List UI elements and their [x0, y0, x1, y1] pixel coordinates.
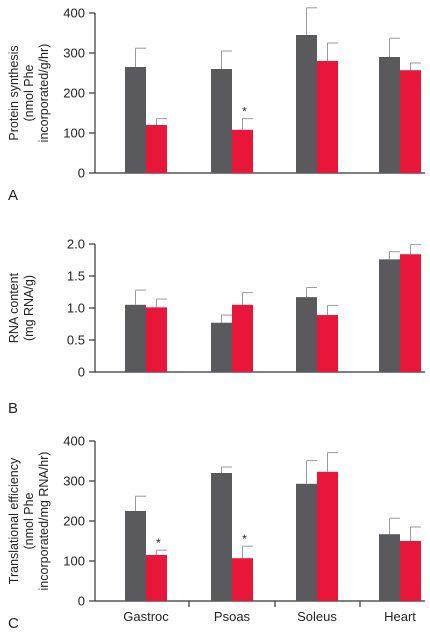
chart-panel-B: 0 0.5 1.0 1.5 2.0 RNA content (mg RNA/g) B	[7, 237, 425, 417]
bar-heart-s1	[379, 534, 400, 601]
significance-marker: *	[242, 532, 247, 546]
chart-panel-C: 0 100 200 300 400 Translational efficiency (nm…	[7, 434, 425, 632]
bar-gastroc-s2	[146, 555, 167, 601]
y-axis-label: RNA content	[7, 272, 21, 343]
y-tick-label: 1.5	[67, 269, 85, 284]
bar-psoas-s2	[232, 129, 253, 173]
y-tick-label: 100	[63, 126, 85, 141]
y-axis-label: (nmol Phe	[22, 492, 36, 549]
bar-psoas-s2	[232, 558, 253, 601]
panel-label: B	[8, 400, 18, 417]
bar-gastroc-s2	[146, 307, 167, 372]
bar-heart-s1	[379, 259, 400, 372]
bar-soleus-s2	[317, 471, 338, 601]
y-tick-label: 0	[78, 594, 85, 609]
x-tick-label: Soleus	[297, 609, 337, 624]
significance-marker: *	[156, 536, 161, 550]
bar-heart-s2	[400, 254, 421, 372]
y-tick-label: 0	[78, 365, 85, 380]
bar-heart-s2	[400, 70, 421, 173]
y-axis-label: incorporated/mg RNA/hr)	[37, 452, 51, 591]
bar-soleus-s2	[317, 315, 338, 372]
panel-label: C	[8, 615, 19, 632]
x-tick-label: Gastroc	[123, 609, 169, 624]
bar-soleus-s1	[296, 35, 317, 173]
y-axis-label: Protein synthesis	[7, 45, 21, 140]
bar-heart-s2	[400, 541, 421, 601]
bar-gastroc-s2	[146, 125, 167, 173]
bar-psoas-s1	[211, 322, 232, 372]
panel-label: A	[8, 187, 18, 204]
y-tick-label: 0.5	[67, 333, 85, 348]
bar-psoas-s2	[232, 304, 253, 372]
bar-soleus-s1	[296, 297, 317, 372]
y-tick-label: 100	[63, 554, 85, 569]
y-axis-label: Translational efficiency	[7, 457, 21, 584]
x-tick-label: Psoas	[214, 609, 251, 624]
y-tick-label: 2.0	[67, 237, 85, 252]
y-tick-label: 200	[63, 514, 85, 529]
bar-psoas-s1	[211, 69, 232, 173]
bar-soleus-s2	[317, 61, 338, 173]
bar-gastroc-s1	[125, 304, 146, 372]
bar-gastroc-s1	[125, 511, 146, 601]
bar-gastroc-s1	[125, 67, 146, 173]
y-tick-label: 200	[63, 86, 85, 101]
y-tick-label: 1.0	[67, 301, 85, 316]
y-tick-label: 400	[63, 434, 85, 449]
y-axis-label: (nmol Phe	[22, 64, 36, 121]
significance-marker: *	[242, 105, 247, 119]
bar-psoas-s1	[211, 473, 232, 601]
y-axis-label: (mg RNA/g)	[22, 275, 36, 341]
y-tick-label: 400	[63, 6, 85, 21]
bar-heart-s1	[379, 57, 400, 173]
y-axis-label: incorporated/g/hr)	[37, 44, 51, 143]
y-tick-label: 300	[63, 474, 85, 489]
chart-panel-A: 0 100 200 300 400 Protein synthesis (nmol Phe i…	[7, 6, 425, 204]
x-tick-label: Heart	[384, 609, 416, 624]
bar-soleus-s1	[296, 483, 317, 601]
y-tick-label: 0	[78, 166, 85, 181]
y-tick-label: 300	[63, 46, 85, 61]
